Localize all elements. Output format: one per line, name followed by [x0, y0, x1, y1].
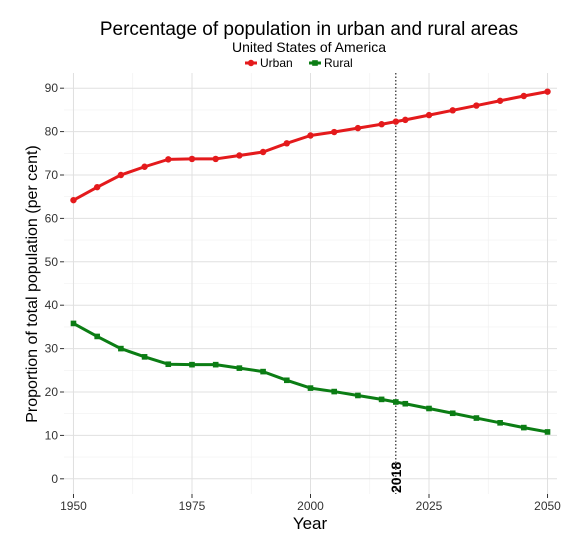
data-point-rural: [378, 396, 385, 403]
chart-subtitle: United States of America: [232, 39, 386, 55]
data-point-urban: [188, 155, 196, 163]
data-point-rural: [283, 377, 290, 384]
x-tick-label: 2025: [416, 499, 443, 513]
data-point-urban: [236, 152, 243, 159]
chart-title: Percentage of population in urban and ru…: [100, 19, 518, 40]
data-point-urban: [70, 196, 77, 204]
y-tick-label: 0: [51, 472, 58, 486]
x-tick-label: 2000: [297, 499, 324, 513]
y-tick-label: 20: [45, 385, 59, 399]
series-line-rural: [71, 321, 550, 434]
y-tick-label: 70: [45, 168, 59, 182]
data-point-rural: [189, 361, 195, 368]
y-tick-label: 30: [45, 342, 59, 356]
data-point-urban: [449, 107, 456, 114]
data-point-urban: [307, 132, 314, 139]
data-point-urban: [402, 116, 409, 124]
series: [70, 88, 551, 435]
data-point-urban: [392, 118, 400, 125]
data-point-rural: [141, 354, 148, 360]
legend: Urban Rural: [245, 56, 353, 70]
x-tick-label: 1975: [179, 499, 206, 513]
legend-item-urban: Urban: [245, 56, 293, 70]
legend-key-marker: [247, 59, 255, 67]
data-point-urban: [496, 97, 504, 104]
data-point-rural: [355, 392, 361, 399]
y-tick-label: 10: [45, 428, 59, 442]
y-tick-label: 80: [45, 125, 59, 139]
data-point-urban: [259, 148, 267, 156]
data-point-rural: [473, 415, 480, 421]
data-point-urban: [165, 156, 172, 163]
reference-line-label: 2018: [388, 462, 404, 493]
data-point-rural: [236, 365, 243, 371]
y-tick-label: 40: [45, 298, 59, 312]
data-point-rural: [70, 320, 77, 327]
series-line-urban: [71, 90, 550, 202]
y-tick-label: 60: [45, 211, 59, 225]
gridlines: [64, 73, 557, 494]
legend-item-rural: Rural: [309, 56, 353, 70]
data-point-urban: [117, 171, 125, 179]
data-point-urban: [378, 121, 385, 128]
data-point-urban: [473, 102, 480, 109]
data-point-rural: [165, 361, 172, 368]
data-point-urban: [544, 88, 551, 95]
x-axis-title: Year: [293, 514, 328, 533]
data-point-urban: [520, 92, 528, 100]
data-point-urban: [425, 111, 433, 119]
data-point-urban: [283, 140, 290, 147]
data-point-urban: [331, 128, 338, 136]
data-point-rural: [426, 405, 432, 412]
legend-key-marker: [312, 60, 318, 66]
data-point-rural: [212, 361, 219, 368]
data-point-rural: [94, 333, 100, 340]
data-point-rural: [402, 400, 409, 407]
data-point-rural: [521, 424, 527, 431]
legend-label: Urban: [260, 56, 293, 70]
data-point-urban: [212, 155, 219, 163]
data-point-rural: [260, 368, 266, 375]
data-point-urban: [93, 183, 101, 191]
data-point-urban: [354, 124, 362, 132]
data-point-rural: [118, 345, 124, 352]
x-tick-label: 1950: [60, 499, 87, 513]
data-point-rural: [544, 429, 551, 435]
y-tick-label: 50: [45, 255, 59, 269]
y-axis-title: Proportion of total population (per cent…: [24, 145, 41, 423]
legend-label: Rural: [324, 56, 353, 70]
data-point-rural: [393, 399, 399, 405]
data-point-urban: [141, 163, 148, 170]
x-tick-label: 2050: [534, 499, 561, 513]
data-point-rural: [331, 388, 338, 395]
data-point-rural: [497, 420, 503, 426]
axes: 0 10 20 30 40 50 60 70 80 90 1950 1975 2000 2025 2050: [45, 81, 562, 513]
annotations: 2018: [388, 73, 404, 494]
y-tick-label: 90: [45, 81, 59, 95]
data-point-rural: [449, 410, 456, 417]
data-point-rural: [307, 385, 314, 391]
